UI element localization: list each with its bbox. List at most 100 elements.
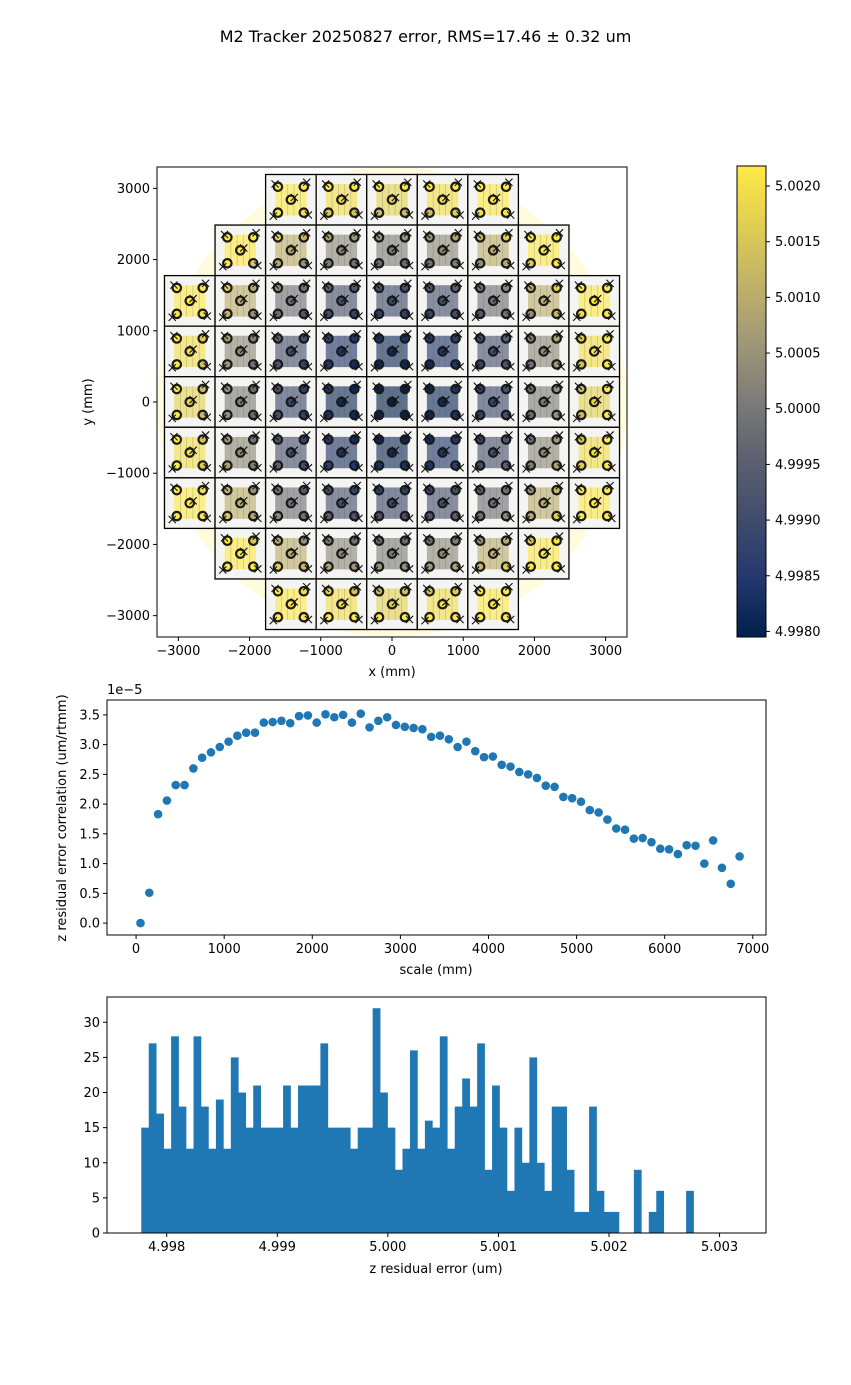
- map-nominal-cross: [290, 244, 299, 253]
- map-sensor-point: [323, 257, 334, 269]
- map-sensor-point: [399, 308, 411, 320]
- map-sensor-point: [551, 535, 562, 547]
- hist-bar: [477, 1043, 485, 1233]
- map-sensor-point: [538, 295, 549, 307]
- map-nominal-cross: [471, 313, 480, 322]
- map-sensor-point: [525, 510, 537, 522]
- map-nominal-cross: [456, 564, 465, 573]
- corr-point: [462, 737, 471, 746]
- map-ticks: −3000 −2000 −1000 0 1000 2000 3000 −3000 −2000 −1…: [106, 182, 622, 659]
- map-sensor-point: [349, 207, 360, 219]
- map-nominal-cross: [492, 395, 501, 404]
- map-sensor-point: [373, 257, 385, 269]
- map-nominal-cross: [169, 432, 178, 441]
- corr-point: [285, 718, 295, 728]
- map-nominal-cross: [253, 413, 262, 422]
- map-nominal-cross: [239, 395, 248, 404]
- hist-y-tick-label: 15: [83, 1121, 100, 1136]
- map-nominal-cross: [321, 483, 330, 492]
- map-sensor-point: [551, 359, 562, 370]
- hist-bar: [686, 1190, 694, 1233]
- map-nominal-cross: [340, 496, 349, 505]
- map-nominal-cross: [506, 615, 515, 624]
- map-nominal-cross: [506, 362, 515, 371]
- map-nominal-cross: [372, 382, 381, 391]
- map-sensor-point: [551, 409, 562, 421]
- map-nominal-cross: [168, 363, 177, 372]
- map-nominal-cross: [370, 363, 379, 372]
- corr-point: [409, 723, 418, 733]
- map-sensor-point: [386, 194, 398, 206]
- map-sensor-point: [323, 207, 334, 219]
- map-sensor-point: [222, 308, 233, 320]
- map-nominal-cross: [203, 463, 212, 472]
- map-sensor-point: [298, 535, 310, 547]
- map-nominal-cross: [252, 228, 261, 237]
- map-nominal-cross: [201, 481, 210, 490]
- map-sensor-point: [272, 460, 284, 471]
- hist-x-tick-label: 5.003: [701, 1240, 738, 1255]
- map-sensor-point: [184, 497, 196, 509]
- corr-point: [479, 752, 489, 762]
- map-nominal-cross: [441, 597, 450, 606]
- map-nominal-cross: [572, 363, 581, 372]
- map-nominal-cross: [522, 566, 531, 575]
- map-nominal-cross: [354, 564, 363, 573]
- map-sensor-point: [222, 409, 233, 421]
- map-nominal-cross: [271, 483, 280, 492]
- map-nominal-cross: [218, 262, 227, 271]
- map-sensor-point: [424, 611, 435, 623]
- hist-x-tick-label: 4.998: [148, 1240, 185, 1255]
- map-nominal-cross: [422, 584, 431, 593]
- map-nominal-cross: [271, 382, 280, 391]
- map-nominal-cross: [421, 464, 430, 473]
- map-nominal-cross: [572, 515, 581, 524]
- map-x-tick-label: −2000: [228, 644, 272, 659]
- map-nominal-cross: [473, 584, 482, 593]
- map-sensor-point: [386, 295, 398, 307]
- map-sensor-point: [474, 510, 486, 522]
- corr-point: [550, 782, 559, 792]
- map-sensor-point: [450, 207, 461, 219]
- map-sensor-point: [500, 282, 512, 294]
- map-nominal-cross: [252, 481, 261, 490]
- map-nominal-cross: [471, 464, 480, 473]
- map-sensor-point: [424, 359, 435, 370]
- corr-point: [268, 717, 277, 727]
- map-nominal-cross: [391, 193, 400, 202]
- map-sensor-point: [487, 497, 499, 509]
- map-nominal-cross: [557, 463, 566, 472]
- corr-point: [497, 760, 506, 770]
- map-nominal-cross: [473, 331, 482, 340]
- map-sensor-point: [601, 484, 613, 496]
- map-sensor-point: [336, 497, 347, 509]
- map-sensor-point: [247, 510, 259, 522]
- map-sensor-point: [399, 333, 411, 344]
- corr-point: [664, 845, 674, 854]
- corr-point: [647, 837, 656, 847]
- map-nominal-cross: [353, 279, 362, 288]
- map-nominal-cross: [405, 312, 414, 321]
- map-sensor-point: [298, 585, 310, 597]
- map-sensor-point: [349, 409, 360, 421]
- hist-bar: [536, 1162, 545, 1233]
- map-sensor-point: [323, 308, 334, 320]
- map-sensor-point: [601, 383, 613, 395]
- hist-frame-top: [106, 996, 767, 1234]
- map-nominal-cross: [456, 413, 465, 422]
- map-nominal-cross: [506, 463, 515, 472]
- map-nominal-cross: [252, 279, 261, 288]
- map-nominal-cross: [340, 244, 349, 253]
- map-nominal-cross: [421, 363, 430, 372]
- map-sensor-point: [349, 383, 360, 395]
- map-sensor-point: [184, 295, 196, 307]
- map-nominal-cross: [203, 312, 212, 321]
- map-nominal-cross: [471, 363, 480, 372]
- map-nominal-cross: [290, 193, 299, 202]
- map-nominal-cross: [403, 380, 412, 389]
- map-sensor-point: [551, 282, 562, 294]
- map-sensor-point: [450, 282, 461, 294]
- map-panel: −3000 −2000 −1000 0 1000 2000 3000 −3000 −2000 −1…: [81, 165, 821, 680]
- map-nominal-cross: [574, 483, 583, 492]
- map-sensor-point: [500, 257, 512, 269]
